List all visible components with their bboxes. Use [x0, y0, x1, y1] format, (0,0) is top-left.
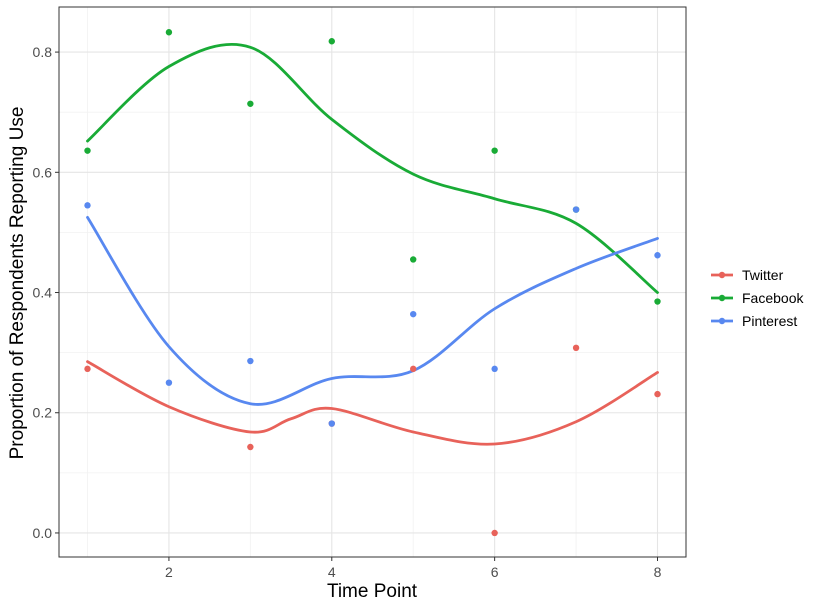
twitter-legend-point: [718, 271, 726, 279]
pinterest-legend-label: Pinterest: [742, 313, 797, 329]
y-tick-label: 0.0: [33, 525, 53, 541]
x-tick-label: 4: [328, 564, 336, 580]
pinterest-point: [654, 252, 661, 259]
facebook-legend-label: Facebook: [742, 290, 804, 306]
twitter-smooth-line: [86, 360, 659, 446]
twitter-point: [84, 365, 91, 373]
y-tick-label: 0.2: [33, 405, 53, 421]
pinterest-point: [410, 310, 417, 318]
twitter-point: [410, 365, 417, 373]
pinterest-legend-point: [718, 317, 726, 325]
pinterest-smooth-line: [86, 215, 659, 406]
y-axis-ticks: 0.0 0.2 0.4 0.6 0.8: [33, 44, 59, 541]
facebook-point: [328, 38, 335, 45]
x-tick-label: 2: [165, 564, 173, 580]
plot-panel-border: [58, 6, 687, 558]
pinterest-point: [247, 357, 254, 365]
y-axis-title: Proportion of Respondents Reporting Use: [7, 107, 28, 460]
twitter-point: [247, 443, 254, 451]
facebook-point: [410, 256, 417, 263]
legend: Twitter Facebook Pinterest: [711, 267, 804, 329]
x-tick-label: 8: [654, 564, 662, 580]
facebook-smooth-line: [86, 42, 659, 294]
facebook-point: [84, 147, 91, 154]
x-axis-ticks: 2 4 6 8: [165, 557, 662, 580]
y-tick-label: 0.8: [33, 44, 53, 60]
facebook-point: [491, 147, 498, 154]
pinterest-point: [491, 365, 498, 373]
smooth-lines: [86, 42, 659, 446]
twitter-legend-label: Twitter: [742, 267, 784, 283]
major-gridlines: [59, 7, 686, 557]
data-points: [84, 29, 661, 537]
facebook-legend-point: [718, 294, 726, 302]
minor-gridlines: [59, 7, 686, 557]
facebook-point: [654, 298, 661, 305]
y-tick-label: 0.4: [33, 285, 53, 301]
facebook-point: [247, 100, 254, 107]
twitter-point: [654, 390, 661, 398]
pinterest-point: [572, 206, 580, 213]
x-tick-label: 6: [491, 564, 499, 580]
x-axis-title: Time Point: [327, 581, 418, 602]
pinterest-point: [84, 202, 91, 209]
pinterest-point: [165, 379, 173, 386]
facebook-point: [165, 29, 173, 36]
pinterest-point: [328, 420, 335, 427]
twitter-point: [491, 529, 498, 537]
y-tick-label: 0.6: [33, 164, 53, 180]
twitter-point: [572, 344, 580, 352]
